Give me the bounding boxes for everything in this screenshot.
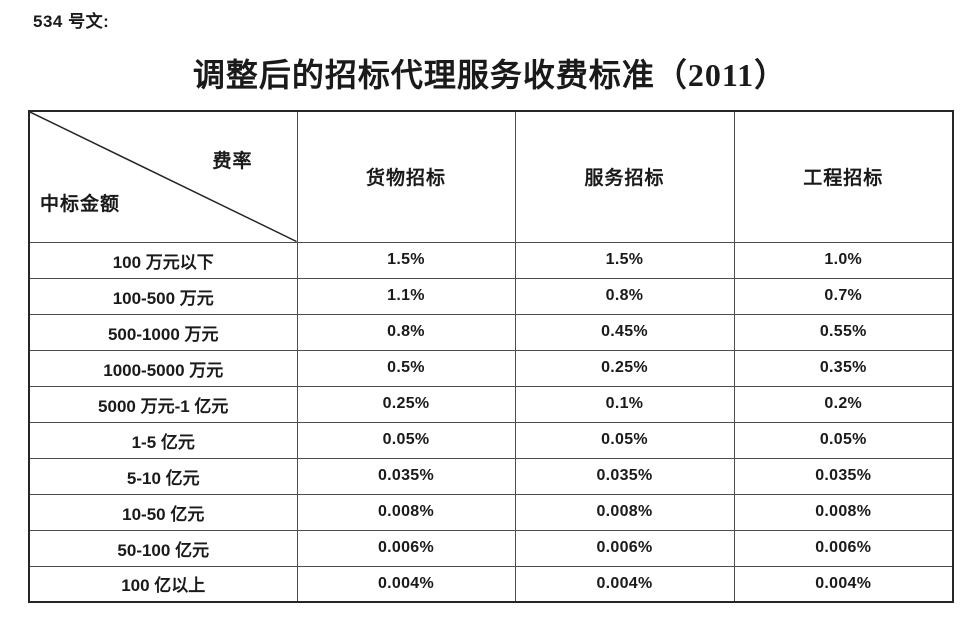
row-label: 50-100 亿元 — [28, 529, 298, 567]
fee-standard-table: 费率 中标金额 货物招标 服务招标 工程招标 100 万元以下 1.5% 1.5… — [28, 110, 954, 603]
fee-value: 0.25% — [514, 349, 735, 387]
fee-value: 0.006% — [514, 529, 735, 567]
fee-value: 0.7% — [733, 277, 954, 315]
table-row: 10-50 亿元 0.008% 0.008% 0.008% — [28, 493, 954, 531]
fee-value: 0.25% — [296, 385, 516, 423]
fee-value: 1.0% — [733, 241, 954, 279]
page-title: 调整后的招标代理服务收费标准（2011） — [192, 57, 788, 93]
fee-value: 0.008% — [733, 493, 954, 531]
row-label: 100 万元以下 — [28, 241, 298, 279]
fee-value: 0.008% — [296, 493, 516, 531]
fee-value: 0.035% — [296, 457, 516, 495]
fee-value: 0.2% — [733, 385, 954, 423]
fee-value: 0.035% — [733, 457, 954, 495]
fee-value: 0.004% — [514, 565, 735, 603]
fee-value: 0.004% — [296, 565, 516, 603]
fee-value: 0.5% — [296, 349, 516, 387]
table-row: 500-1000 万元 0.8% 0.45% 0.55% — [28, 313, 954, 351]
column-header-goods: 货物招标 — [296, 110, 516, 243]
table-row: 1-5 亿元 0.05% 0.05% 0.05% — [28, 421, 954, 459]
fee-value: 0.55% — [733, 313, 954, 351]
doc-number-label: 534 号文: — [33, 12, 110, 31]
fee-value: 0.006% — [296, 529, 516, 567]
row-label: 100 亿以上 — [28, 565, 298, 603]
fee-value: 1.5% — [514, 241, 735, 279]
table-row: 1000-5000 万元 0.5% 0.25% 0.35% — [28, 349, 954, 387]
table-header-row: 费率 中标金额 货物招标 服务招标 工程招标 — [28, 110, 954, 243]
fee-value: 0.035% — [514, 457, 735, 495]
fee-value: 0.006% — [733, 529, 954, 567]
fee-value: 0.8% — [514, 277, 735, 315]
table-row: 50-100 亿元 0.006% 0.006% 0.006% — [28, 529, 954, 567]
row-label: 500-1000 万元 — [28, 313, 298, 351]
row-label: 10-50 亿元 — [28, 493, 298, 531]
table-row: 100 亿以上 0.004% 0.004% 0.004% — [28, 565, 954, 603]
fee-value: 0.35% — [733, 349, 954, 387]
diagonal-divider-line — [30, 112, 296, 241]
fee-value: 1.5% — [296, 241, 516, 279]
fee-value: 0.05% — [514, 421, 735, 459]
row-label: 5000 万元-1 亿元 — [28, 385, 298, 423]
table-row: 5-10 亿元 0.035% 0.035% 0.035% — [28, 457, 954, 495]
fee-value: 0.05% — [733, 421, 954, 459]
row-label: 1-5 亿元 — [28, 421, 298, 459]
row-label: 5-10 亿元 — [28, 457, 298, 495]
fee-value: 0.8% — [296, 313, 516, 351]
corner-label-rate: 费率 — [212, 151, 253, 172]
corner-header-cell: 费率 中标金额 — [28, 110, 298, 243]
fee-value: 0.45% — [514, 313, 735, 351]
fee-value: 0.008% — [514, 493, 735, 531]
fee-value: 1.1% — [296, 277, 516, 315]
column-header-works: 工程招标 — [733, 110, 954, 243]
fee-value: 0.05% — [296, 421, 516, 459]
fee-value: 0.1% — [514, 385, 735, 423]
row-label: 100-500 万元 — [28, 277, 298, 315]
corner-label-amount: 中标金额 — [40, 193, 121, 215]
table-row: 100 万元以下 1.5% 1.5% 1.0% — [28, 241, 954, 279]
table-row: 100-500 万元 1.1% 0.8% 0.7% — [28, 277, 954, 315]
table-row: 5000 万元-1 亿元 0.25% 0.1% 0.2% — [28, 385, 954, 423]
fee-value: 0.004% — [733, 565, 954, 603]
row-label: 1000-5000 万元 — [28, 349, 298, 387]
column-header-services: 服务招标 — [514, 110, 735, 243]
